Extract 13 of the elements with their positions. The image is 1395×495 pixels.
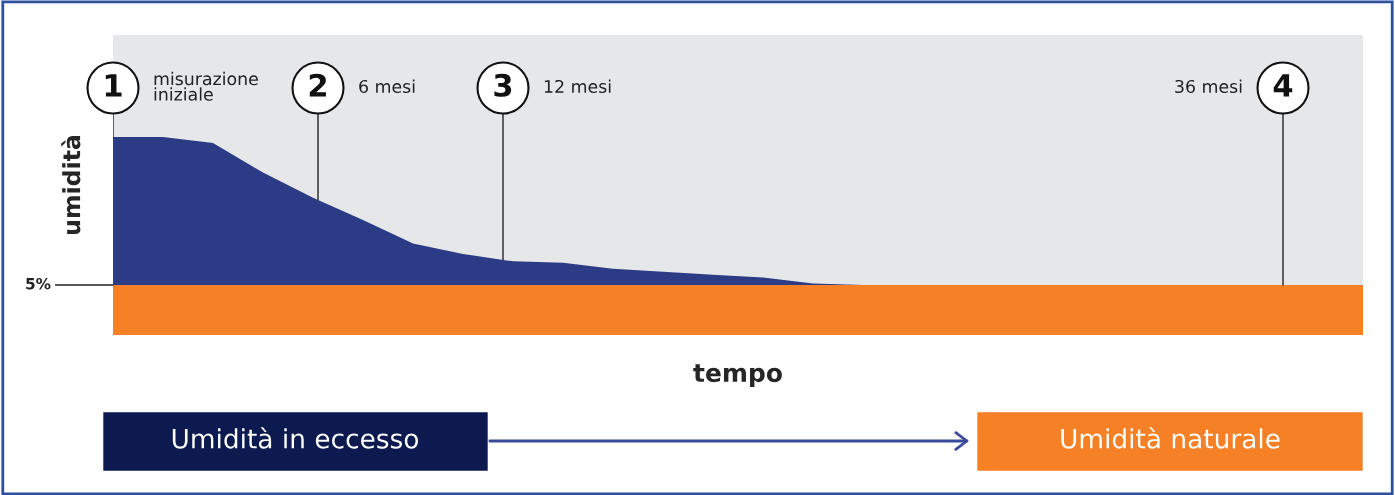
text: Umidità naturale	[1061, 427, 1280, 449]
text: 2	[309, 73, 326, 97]
text: misurazione iniziale	[154, 71, 258, 101]
text: 36 mesi	[1175, 79, 1242, 94]
text: 3	[494, 73, 512, 97]
text: 1	[105, 74, 122, 97]
text: 6 mesi	[359, 79, 415, 94]
text: 5%	[26, 277, 51, 290]
x-axis-title: tempo	[693, 364, 782, 387]
y-axis-title: umidità	[61, 136, 81, 235]
text: 4	[1273, 74, 1293, 97]
text: Umidità in eccesso	[172, 427, 419, 449]
text: 12 mesi	[544, 79, 611, 94]
